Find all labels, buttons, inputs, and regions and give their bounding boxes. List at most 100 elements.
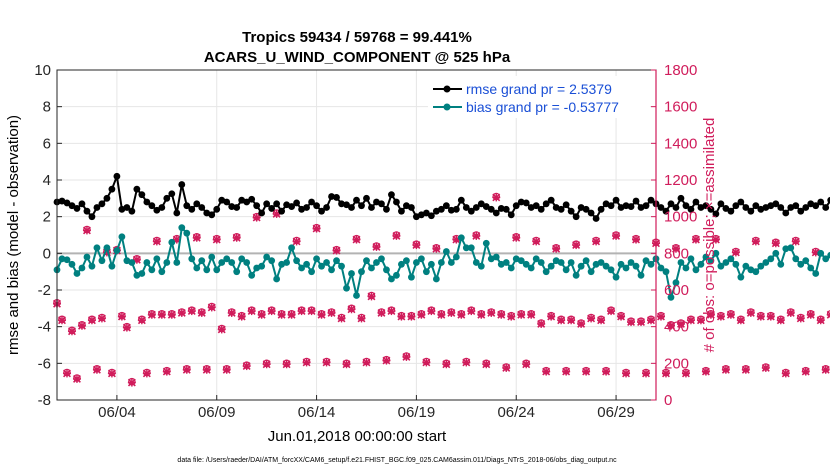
obs-assimilated-marker	[432, 244, 441, 253]
rmse-point	[692, 198, 700, 206]
obs-assimilated-marker	[457, 310, 466, 319]
obs-assimilated-marker	[537, 319, 546, 328]
rmse-point	[772, 200, 780, 208]
rmse-point	[682, 202, 690, 210]
bias-point	[268, 257, 276, 265]
rmse-point	[158, 204, 166, 211]
obs-assimilated-marker	[117, 312, 126, 321]
obs-assimilated-marker	[721, 365, 730, 374]
rmse-point	[487, 205, 495, 213]
obs-assimilated-stroke	[826, 310, 830, 316]
rmse-point	[193, 200, 201, 208]
obs-assimilated-marker	[167, 310, 176, 319]
rmse-point	[308, 198, 315, 206]
legend: rmse grand pr = 2.5379 bias grand pr = -…	[428, 76, 650, 118]
rmse-point	[582, 205, 590, 213]
bias-point	[148, 266, 156, 274]
obs-assimilated-marker	[197, 308, 206, 317]
rmse-point	[662, 207, 670, 215]
obs-assimilated-marker	[676, 319, 685, 328]
bias-point	[388, 275, 395, 283]
bias-point	[572, 271, 580, 279]
rmse-point	[542, 200, 550, 208]
rmse-point	[627, 203, 635, 210]
obs-assimilated-marker	[332, 246, 341, 255]
bias-point	[73, 270, 81, 277]
rmse-point	[607, 202, 615, 210]
bias-point	[637, 271, 645, 279]
obs-assimilated-marker	[706, 310, 715, 319]
rmse-point	[827, 196, 830, 204]
y-tick-label: -6	[38, 355, 51, 372]
bias-point	[113, 247, 121, 254]
obs-assimilated-marker	[382, 356, 391, 365]
bias-point	[68, 260, 76, 268]
obs-assimilated-marker	[312, 224, 321, 233]
obs-assimilated-marker	[267, 307, 276, 316]
rmse-point	[363, 194, 370, 202]
x-tick-label: 06/29	[597, 404, 635, 421]
bias-point	[323, 259, 330, 266]
obs-assimilated-marker	[92, 365, 101, 374]
rmse-point	[657, 204, 665, 211]
obs-assimilated-marker	[487, 308, 496, 317]
bias-point	[617, 260, 625, 268]
obs-assimilated-marker	[427, 307, 436, 316]
bias-point	[562, 266, 570, 274]
bias-point	[183, 229, 191, 237]
obs-assimilated-marker	[177, 308, 186, 317]
bias-point	[457, 234, 465, 242]
bias-point	[368, 264, 375, 272]
bias-point	[98, 257, 106, 265]
bias-point	[437, 259, 445, 266]
bias-point	[547, 262, 555, 270]
rmse-point	[472, 204, 480, 211]
obs-assimilated-marker	[781, 369, 790, 378]
rmse-point	[88, 213, 96, 221]
bias-point	[767, 255, 775, 263]
obs-assimilated-marker	[557, 316, 566, 325]
obs-assimilated-marker	[602, 367, 611, 376]
y-tick-label: 4	[43, 172, 51, 189]
rmse-point	[313, 202, 320, 210]
y-tick-label: -4	[38, 319, 51, 336]
y-tick-label: 6	[43, 135, 51, 152]
bias-point	[258, 262, 266, 270]
rmse-point	[188, 205, 196, 213]
bias-point	[802, 257, 810, 265]
obs-assimilated-marker	[67, 327, 76, 336]
legend-box	[428, 76, 650, 118]
bias-point	[318, 262, 325, 270]
obs-assimilated-marker	[517, 310, 526, 319]
bias-point	[363, 257, 370, 265]
rmse-point	[547, 196, 555, 204]
obs-assimilated-marker	[617, 312, 626, 321]
obs-assimilated-marker	[162, 367, 171, 376]
obs-assimilated-marker	[577, 319, 586, 328]
rmse-point	[802, 204, 810, 211]
bias-point	[63, 256, 71, 264]
obs-assimilated-marker	[277, 310, 286, 319]
rmse-point	[677, 194, 685, 202]
obs-assimilated-marker	[492, 193, 501, 202]
obs-assimilated-marker	[751, 237, 760, 246]
bias-point	[567, 259, 575, 266]
bias-point	[303, 260, 310, 268]
rmse-point	[68, 202, 76, 210]
rmse-point	[248, 195, 256, 203]
bias-point	[752, 268, 760, 276]
rmse-point	[198, 204, 206, 211]
bias-point	[417, 255, 425, 263]
bias-point	[333, 257, 340, 265]
bias-point	[168, 238, 176, 246]
y-tick-label: -2	[38, 282, 51, 299]
obs-assimilated-marker	[691, 235, 700, 244]
rmse-point	[647, 196, 655, 204]
rmse-point	[358, 202, 365, 210]
bias-point	[477, 262, 485, 270]
bias-point	[827, 251, 830, 259]
bias-point	[722, 259, 730, 266]
y-tick-label: 8	[43, 99, 51, 116]
bias-point	[642, 257, 650, 265]
rmse-point	[93, 204, 101, 211]
